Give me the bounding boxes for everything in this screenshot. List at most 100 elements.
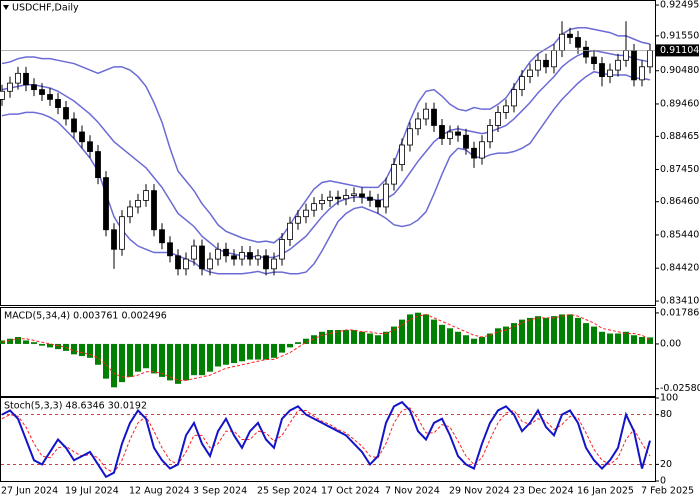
macd-bar: [191, 343, 197, 376]
candle-body: [647, 50, 653, 68]
current-price-label: 0.91104: [660, 45, 699, 56]
candle-body: [87, 141, 93, 152]
x-tick-label: 27 Jun 2024: [1, 486, 58, 497]
symbol-icon: [3, 5, 9, 10]
y-tick-label: 0: [660, 476, 666, 487]
y-tick-label: 0.92495: [660, 0, 699, 11]
candle-body: [359, 193, 365, 198]
macd-bar: [95, 343, 101, 365]
macd-bar: [47, 343, 53, 348]
macd-bar: [439, 324, 445, 344]
candle-body: [567, 33, 573, 38]
macd-bar: [479, 336, 485, 344]
candle-body: [335, 196, 341, 200]
y-tick-label: 0.00: [660, 338, 681, 349]
x-tick-label: 16 Jan 2025: [577, 486, 634, 497]
price-panel: [0, 0, 656, 306]
macd-title: MACD(5,34,4) 0.003761 0.002496: [4, 311, 167, 322]
macd-bar: [535, 316, 541, 344]
x-tick-label: 12 Aug 2024: [129, 486, 190, 497]
candle-body: [535, 59, 541, 71]
macd-bar: [359, 331, 365, 344]
y-tick-label: 0.89460: [660, 98, 699, 109]
candle-body: [71, 118, 77, 133]
candle-body: [367, 196, 373, 201]
candle-body: [527, 69, 533, 77]
macd-bar: [639, 336, 645, 344]
candle-body: [455, 131, 461, 136]
macd-bar: [255, 343, 261, 360]
macd-bar: [263, 343, 269, 360]
y-tick-label: 0.87450: [660, 164, 699, 175]
candle-body: [167, 242, 173, 257]
macd-bar: [183, 343, 189, 381]
macd-bar: [119, 343, 125, 383]
macd-bar: [487, 333, 493, 344]
candle-body: [247, 252, 253, 260]
candle-body: [39, 89, 45, 95]
macd-bar: [543, 317, 549, 344]
candle-body: [439, 125, 445, 139]
candle-body: [591, 56, 597, 64]
band-line: [1, 70, 651, 275]
macd-bar: [207, 343, 213, 372]
macd-bar: [431, 319, 437, 344]
macd-bar: [591, 326, 597, 344]
macd-bar: [159, 343, 165, 377]
y-tick-label: 80: [660, 409, 672, 420]
candle-body: [423, 108, 429, 120]
candle-body: [239, 252, 245, 260]
stoch-main: [1, 400, 651, 479]
candle-body: [47, 94, 53, 100]
candle-body: [143, 190, 149, 201]
candle-body: [175, 255, 181, 270]
x-tick-label: 23 Dec 2024: [513, 486, 574, 497]
macd-bar: [103, 343, 109, 379]
macd-signal: [1, 313, 651, 381]
current-price-box: [656, 44, 699, 57]
y-tick-label: 0.86460: [660, 196, 699, 207]
candle-body: [375, 200, 381, 208]
macd-bar: [375, 335, 381, 344]
macd-bar: [71, 343, 77, 355]
macd-bar: [23, 340, 29, 344]
candle-body: [615, 59, 621, 71]
macd-bar: [551, 316, 557, 344]
candle-body: [63, 107, 69, 120]
y-tick-label: -0.025807: [660, 383, 700, 394]
candle-body: [55, 99, 61, 108]
candle-body: [207, 258, 213, 270]
candle-body: [559, 33, 565, 51]
macd-bar: [615, 333, 621, 344]
y-tick-label: 0.83410: [660, 296, 699, 307]
macd-bar: [39, 343, 45, 346]
candle-body: [231, 255, 237, 260]
candle-body: [119, 216, 125, 250]
macd-bar: [303, 338, 309, 344]
band-line: [1, 49, 651, 259]
macd-bar: [327, 330, 333, 344]
candle-body: [583, 46, 589, 58]
macd-bar: [175, 343, 181, 384]
candle-body: [495, 112, 501, 126]
candle-body: [575, 37, 581, 48]
candle-body: [31, 84, 37, 91]
macd-bar: [599, 331, 605, 344]
macd-bar: [367, 333, 373, 344]
macd-bar: [15, 336, 21, 344]
macd-panel: [0, 307, 656, 397]
x-tick-label: 7 Nov 2024: [385, 486, 440, 497]
macd-bar: [239, 343, 245, 362]
candle-body: [383, 183, 389, 208]
macd-bar: [79, 343, 85, 357]
macd-bar: [583, 323, 589, 344]
candle-body: [487, 125, 493, 143]
x-tick-label: 17 Oct 2024: [321, 486, 380, 497]
macd-bar: [383, 331, 389, 344]
y-tick-label: 0.91550: [660, 30, 699, 41]
candle-body: [607, 69, 613, 77]
y-tick-label: 0.90480: [660, 65, 699, 76]
macd-bar: [575, 317, 581, 344]
